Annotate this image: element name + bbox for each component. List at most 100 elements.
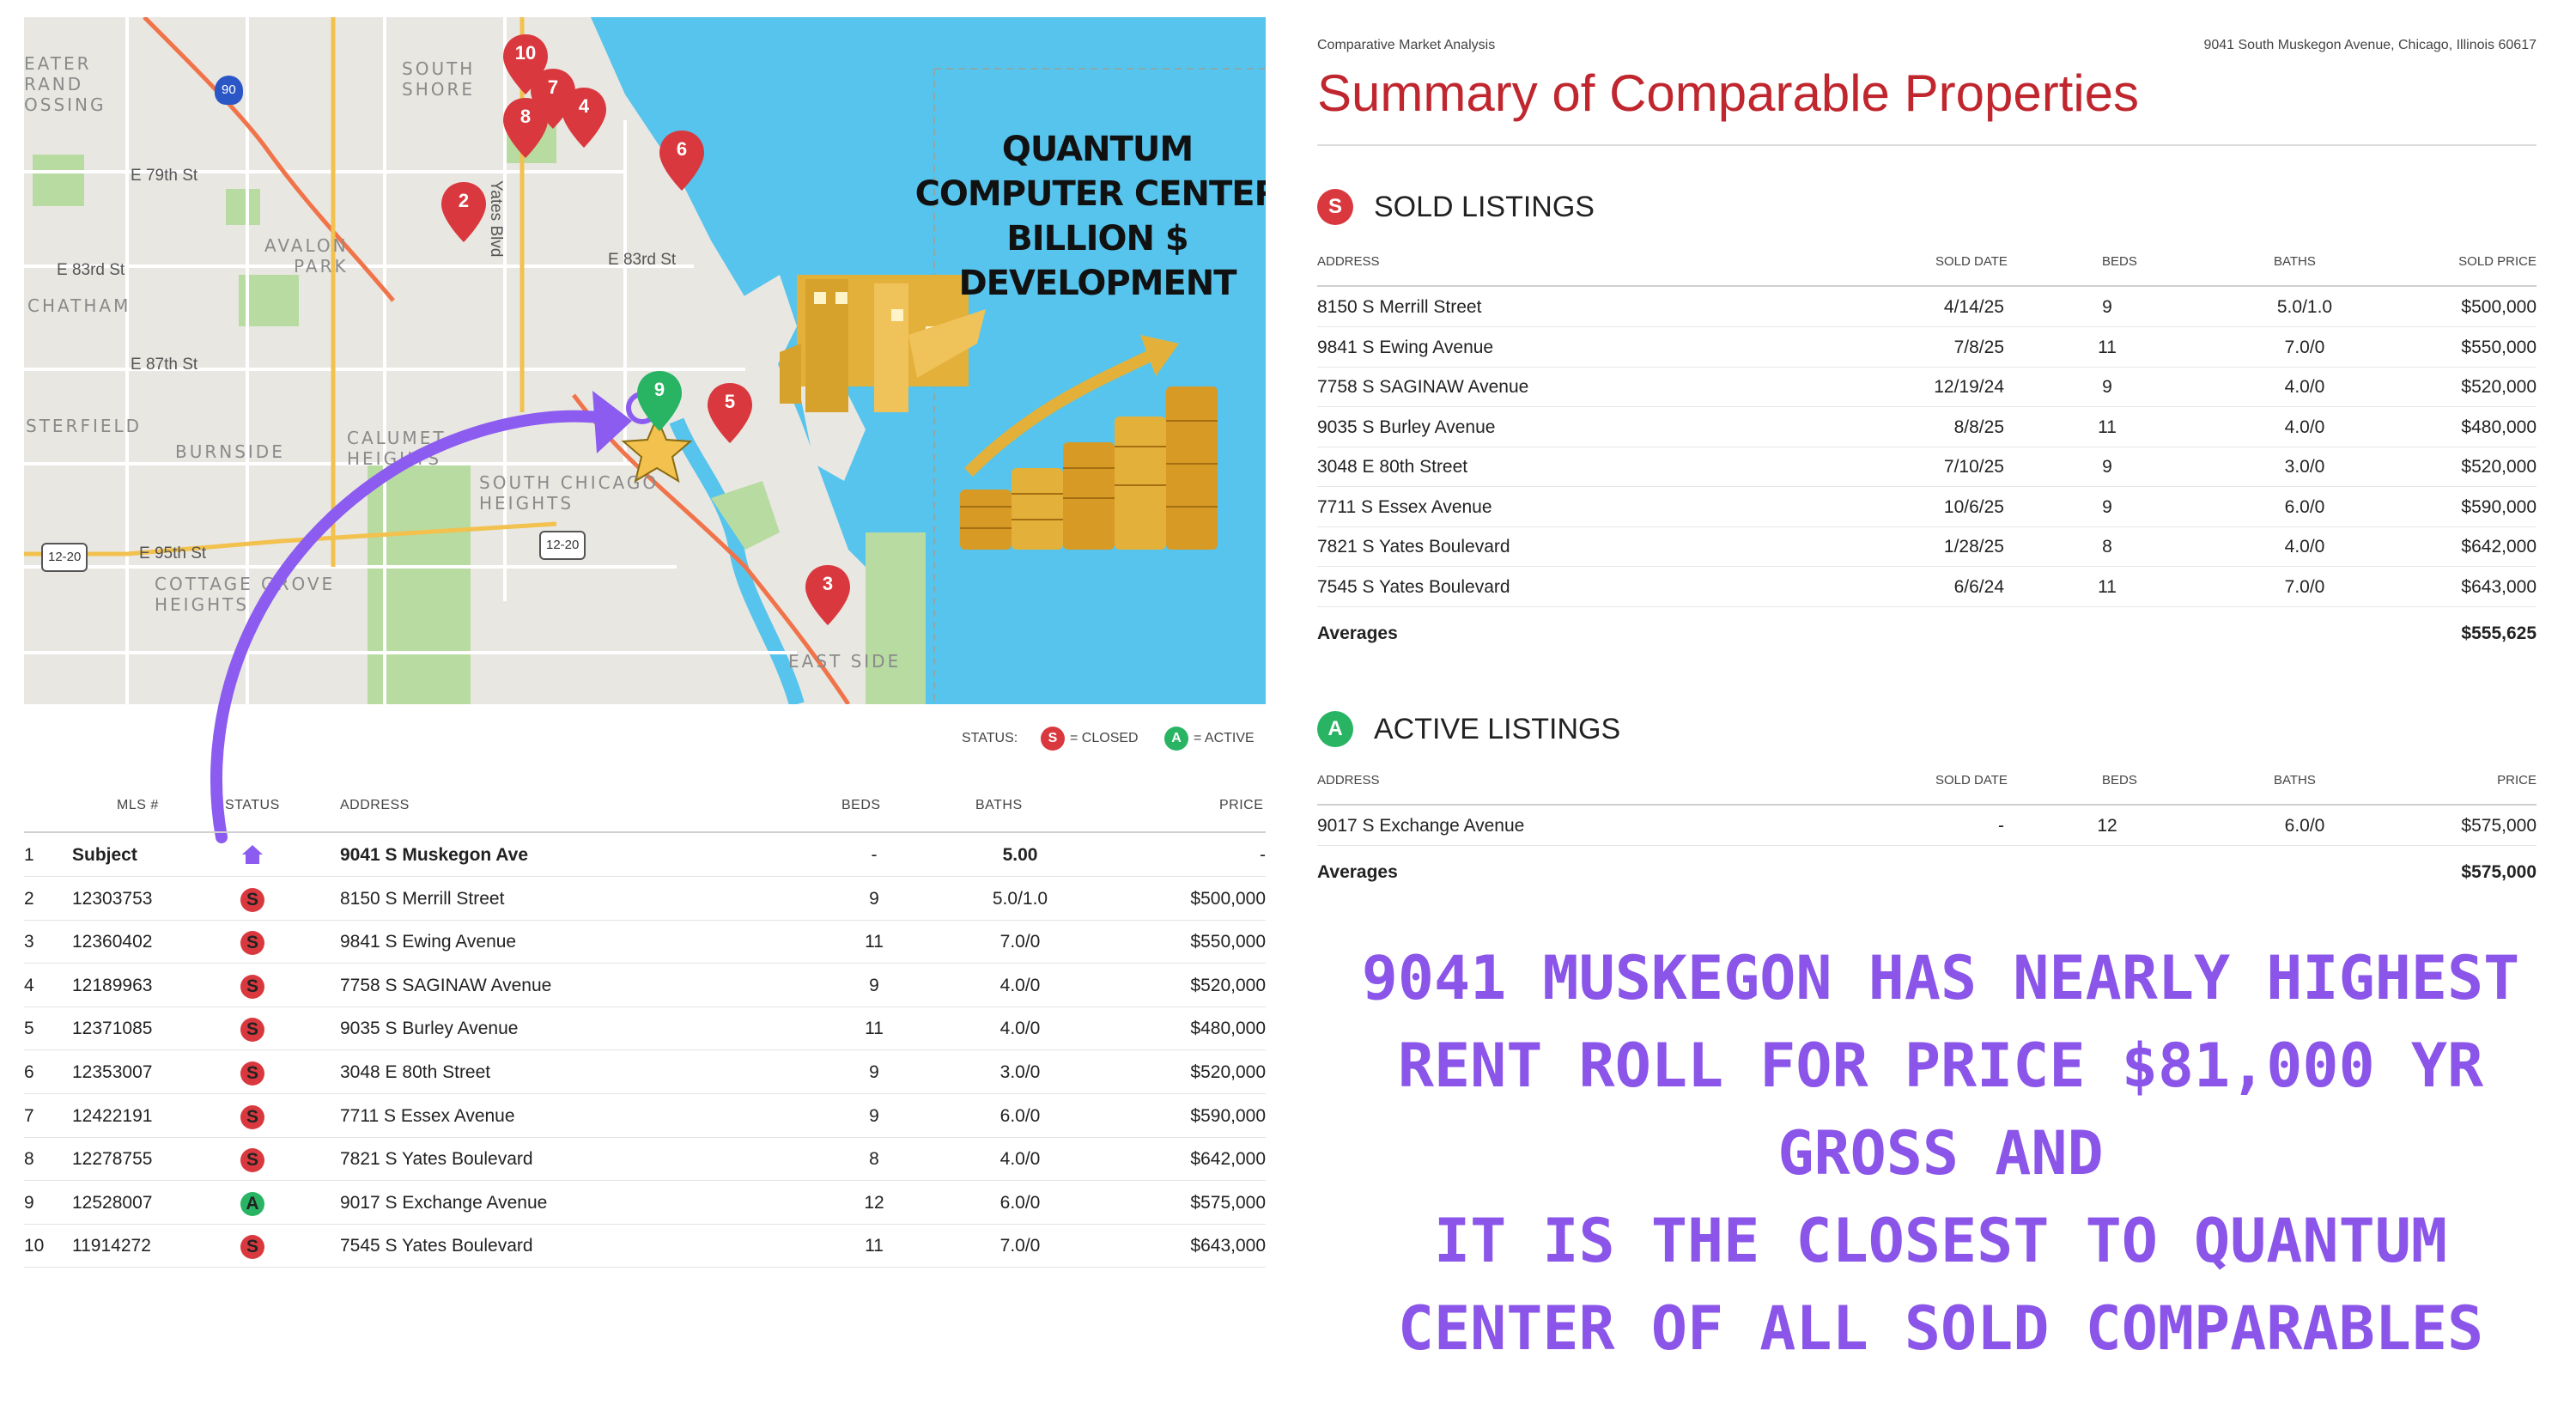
mls-number: 12278755: [72, 1149, 153, 1170]
price: $500,000: [1190, 888, 1266, 909]
quantum-headline: QUANTUM COMPUTER CENTER BILLION $ DEVELO…: [900, 127, 1266, 306]
title-divider: [1317, 144, 2537, 146]
map-area-label: COTTAGE GROVE HEIGHTS: [155, 574, 336, 615]
sold-col-baths: BATHS: [2274, 254, 2316, 269]
address: 7711 S Essex Avenue: [1317, 496, 1492, 517]
route-shield: 12-20: [41, 543, 88, 572]
address: 9841 S Ewing Avenue: [340, 932, 517, 952]
table-row[interactable]: 9 12528007 A 9017 S Exchange Avenue 12 6.0/0 $…: [24, 1181, 1266, 1225]
active-section-title: ACTIVE LISTINGS: [1374, 713, 1621, 745]
baths: 6.0/0: [2284, 496, 2325, 517]
active-header-divider: [1317, 804, 2537, 806]
map-area-label: EATER RAND OSSING: [24, 53, 106, 115]
row-number: 2: [24, 888, 34, 909]
sold-section-title: SOLD LISTINGS: [1374, 191, 1595, 223]
table-row[interactable]: 7545 S Yates Boulevard 6/6/24 11 7.0/0 $643,…: [1317, 567, 2537, 607]
comparables-map[interactable]: EATER RAND OSSING SOUTH SHORE AVALON PAR…: [24, 17, 1266, 704]
table-row[interactable]: 9841 S Ewing Avenue 7/8/25 11 7.0/0 $550,000: [1317, 327, 2537, 368]
date: 8/8/25: [1953, 417, 2004, 437]
sold-averages-label: Averages: [1317, 623, 1398, 643]
map-area-label: STERFIELD: [26, 416, 143, 436]
price: -: [1260, 845, 1266, 865]
interstate-shield: 90: [215, 76, 243, 105]
table-row[interactable]: 4 12189963 S 7758 S SAGINAW Avenue 9 4.0/0 $52…: [24, 964, 1266, 1007]
header-divider: [24, 831, 1266, 833]
sold-col-address: ADDRESS: [1317, 254, 1380, 269]
table-row[interactable]: 9017 S Exchange Avenue - 12 6.0/0 $575,000: [1317, 806, 2537, 846]
table-row[interactable]: 7 12422191 S 7711 S Essex Avenue 9 6.0/0 $590,…: [24, 1094, 1266, 1138]
price: $575,000: [2461, 816, 2537, 836]
col-header-status: STATUS: [225, 798, 280, 812]
table-row[interactable]: 8150 S Merrill Street 4/14/25 9 5.0/1.0 $500…: [1317, 287, 2537, 327]
legend-label: STATUS:: [962, 731, 1018, 745]
table-row[interactable]: 7758 S SAGINAW Avenue 12/19/24 9 4.0/0 $520,…: [1317, 367, 2537, 407]
report-address: 9041 South Muskegon Avenue, Chicago, Ill…: [2203, 38, 2537, 52]
beds: 11: [865, 932, 884, 952]
map-area-label: BURNSIDE: [175, 441, 285, 462]
address: 9841 S Ewing Avenue: [1317, 337, 1494, 357]
baths: 4.0/0: [2284, 417, 2325, 437]
pin-number: 2: [458, 190, 470, 211]
map-pin-5[interactable]: 5: [706, 381, 754, 445]
address: 9035 S Burley Avenue: [1317, 417, 1496, 437]
beds: 9: [2102, 377, 2112, 397]
table-row[interactable]: 6 12353007 S 3048 E 80th Street 9 3.0/0 $520,0…: [24, 1050, 1266, 1094]
status-badge: S: [240, 1018, 264, 1043]
active-col-beds: BEDS: [2102, 773, 2137, 788]
status-legend: STATUS: S = CLOSED A = ACTIVE: [945, 727, 1266, 752]
beds: 9: [869, 975, 879, 995]
pin-number: 10: [514, 42, 537, 64]
address: 7711 S Essex Avenue: [340, 1105, 515, 1126]
price: $642,000: [1190, 1149, 1266, 1170]
map-pin-4[interactable]: 4: [560, 86, 608, 149]
row-number: 1: [24, 845, 34, 865]
table-row[interactable]: 7821 S Yates Boulevard 1/28/25 8 4.0/0 $642,…: [1317, 526, 2537, 567]
table-row[interactable]: 9035 S Burley Avenue 8/8/25 11 4.0/0 $480,00…: [1317, 407, 2537, 447]
table-row[interactable]: 5 12371085 S 9035 S Burley Avenue 11 4.0/0 $48…: [24, 1007, 1266, 1051]
beds: 12: [2097, 816, 2117, 836]
sold-col-price: SOLD PRICE: [2458, 254, 2537, 269]
active-col-date: SOLD DATE: [1935, 773, 2008, 788]
pin-number: 3: [822, 573, 834, 594]
table-row[interactable]: 3048 E 80th Street 7/10/25 9 3.0/0 $520,000: [1317, 447, 2537, 487]
beds: 9: [2102, 297, 2112, 317]
row-number: 4: [24, 975, 34, 995]
legend-active-label: = ACTIVE: [1194, 731, 1255, 745]
table-row[interactable]: 1 Subject 9041 S Muskegon Ave - 5.00 -: [24, 833, 1266, 877]
price: $480,000: [2461, 417, 2537, 437]
map-pin-6[interactable]: 6: [658, 129, 706, 192]
baths: 4.0/0: [999, 975, 1041, 995]
map-pin-8[interactable]: 8: [501, 96, 550, 160]
date: 7/8/25: [1953, 337, 2004, 357]
table-row[interactable]: 10 11914272 S 7545 S Yates Boulevard 11 7.0/0…: [24, 1224, 1266, 1268]
address: 9017 S Exchange Avenue: [340, 1192, 548, 1213]
baths: 6.0/0: [999, 1192, 1041, 1213]
price: $590,000: [2461, 496, 2537, 517]
baths: 6.0/0: [2284, 816, 2325, 836]
map-pin-9[interactable]: 9: [635, 369, 683, 433]
headline-line: QUANTUM: [1001, 130, 1194, 169]
mls-number: 12303753: [72, 888, 153, 909]
status-badge: S: [240, 974, 264, 999]
status-badge: S: [240, 887, 264, 912]
headline-line: BILLION $: [1006, 219, 1188, 258]
pin-number: 7: [547, 76, 559, 98]
map-pin-3[interactable]: 3: [804, 563, 852, 627]
table-row[interactable]: 7711 S Essex Avenue 10/6/25 9 6.0/0 $590,000: [1317, 487, 2537, 527]
address: 3048 E 80th Street: [1317, 457, 1468, 477]
table-row[interactable]: 2 12303753 S 8150 S Merrill Street 9 5.0/1.0 $…: [24, 877, 1266, 921]
price: $643,000: [2461, 576, 2537, 597]
beds: 9: [2102, 496, 2112, 517]
price: $520,000: [1190, 975, 1266, 995]
table-row[interactable]: 3 12360402 S 9841 S Ewing Avenue 11 7.0/0 $550…: [24, 920, 1266, 964]
active-col-baths: BATHS: [2274, 773, 2316, 788]
map-area-label: SOUTH CHICAGO HEIGHTS: [479, 472, 659, 514]
beds: 9: [869, 1062, 879, 1082]
park: [866, 532, 926, 704]
map-pin-2[interactable]: 2: [440, 180, 488, 244]
beds: 9: [2102, 457, 2112, 477]
table-row[interactable]: 8 12278755 S 7821 S Yates Boulevard 8 4.0/0 $6…: [24, 1137, 1266, 1182]
status-badge: S: [240, 1104, 264, 1129]
beds: 9: [869, 888, 879, 909]
